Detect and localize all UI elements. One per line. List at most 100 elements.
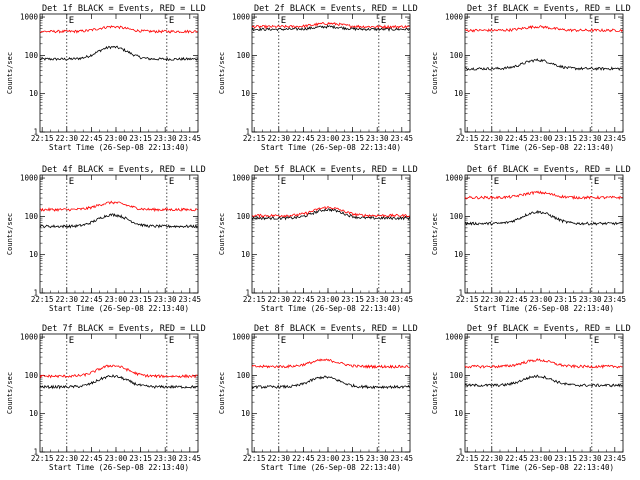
x-axis-label: Start Time (26-Sep-08 22:13:40) <box>474 304 614 313</box>
series-lld-line <box>464 190 623 200</box>
series-lld-line <box>39 25 198 34</box>
plot-frame <box>251 13 411 133</box>
x-tick-label: 22:30 <box>55 454 78 463</box>
x-tick-label: 22:15 <box>31 295 54 304</box>
x-tick-label: 23:45 <box>179 295 202 304</box>
event-marker-label: E <box>69 336 74 346</box>
y-tick-label: 1 <box>458 128 463 137</box>
x-tick-label: 22:30 <box>480 134 503 143</box>
event-marker-label: E <box>494 16 499 26</box>
y-axis-label: Counts/sec <box>6 213 14 255</box>
x-tick-label: 23:30 <box>579 454 602 463</box>
y-tick-label: 1000 <box>232 333 251 342</box>
x-axis-label: Start Time (26-Sep-08 22:13:40) <box>261 304 401 313</box>
y-axis-label: Counts/sec <box>218 372 226 414</box>
detector-panel-8: Det 8f BLACK = Events, RED = LLD 1 10 100 10… <box>218 324 418 472</box>
detector-panel-1: Det 1f BLACK = Events, RED = LLD 1 10 100 10… <box>6 4 206 152</box>
y-tick-label: 1 <box>33 289 38 298</box>
panel-title: Det 5f BLACK = Events, RED = LLD <box>254 165 418 175</box>
series-lld-line <box>39 364 198 379</box>
series-lld-line <box>251 21 410 30</box>
detector-panel-7: Det 7f BLACK = Events, RED = LLD 1 10 100 10… <box>6 324 206 472</box>
x-tick-label: 23:45 <box>604 454 627 463</box>
x-axis-label: Start Time (26-Sep-08 22:13:40) <box>261 143 401 152</box>
x-tick-label: 23:30 <box>154 295 177 304</box>
series-lld-line <box>464 358 623 369</box>
event-marker-label: E <box>169 16 174 26</box>
x-axis-label: Start Time (26-Sep-08 22:13:40) <box>49 463 189 472</box>
x-tick-label: 22:30 <box>55 295 78 304</box>
x-tick-label: 23:00 <box>530 134 553 143</box>
y-tick-label: 100 <box>449 371 463 380</box>
series-lld-line <box>251 206 410 219</box>
x-tick-label: 22:45 <box>80 454 103 463</box>
detector-panel-3: Det 3f BLACK = Events, RED = LLD 1 10 100 10… <box>431 4 631 152</box>
y-tick-label: 1000 <box>232 13 251 22</box>
x-tick-label: 23:00 <box>105 295 128 304</box>
y-tick-label: 100 <box>449 212 463 221</box>
y-tick-label: 100 <box>236 51 250 60</box>
event-marker-label: E <box>494 177 499 187</box>
series-lld-line <box>251 358 410 369</box>
x-tick-label: 23:15 <box>341 454 364 463</box>
plot-frame <box>464 13 624 133</box>
event-marker-label: E <box>381 177 386 187</box>
x-tick-label: 22:15 <box>456 295 479 304</box>
x-tick-label: 23:30 <box>366 295 389 304</box>
x-tick-label: 22:45 <box>505 454 528 463</box>
x-tick-label: 23:45 <box>604 134 627 143</box>
y-tick-label: 1000 <box>20 333 39 342</box>
event-marker-label: E <box>494 336 499 346</box>
x-tick-label: 23:45 <box>179 454 202 463</box>
x-tick-label: 23:15 <box>129 295 152 304</box>
event-marker-label: E <box>69 177 74 187</box>
x-tick-label: 23:15 <box>129 454 152 463</box>
y-tick-label: 10 <box>454 409 464 418</box>
x-tick-label: 23:00 <box>105 134 128 143</box>
series-events-line <box>39 374 198 390</box>
x-axis-label: Start Time (26-Sep-08 22:13:40) <box>49 143 189 152</box>
x-tick-label: 22:45 <box>505 295 528 304</box>
y-tick-label: 10 <box>29 409 39 418</box>
event-marker-label: E <box>381 16 386 26</box>
detector-panel-2: Det 2f BLACK = Events, RED = LLD 1 10 100 10… <box>218 4 418 152</box>
event-marker-label: E <box>69 16 74 26</box>
y-tick-label: 1 <box>245 289 250 298</box>
y-tick-label: 10 <box>241 89 251 98</box>
x-tick-label: 23:45 <box>391 295 414 304</box>
x-tick-label: 22:45 <box>292 295 315 304</box>
x-tick-label: 23:15 <box>341 134 364 143</box>
event-marker-label: E <box>594 177 599 187</box>
y-tick-label: 1000 <box>20 13 39 22</box>
panel-title: Det 7f BLACK = Events, RED = LLD <box>42 324 206 334</box>
y-tick-label: 1 <box>33 128 38 137</box>
x-tick-label: 23:00 <box>317 295 340 304</box>
plot-frame <box>39 13 199 133</box>
y-axis-label: Counts/sec <box>6 52 14 94</box>
y-tick-label: 100 <box>236 371 250 380</box>
x-tick-label: 22:15 <box>456 134 479 143</box>
y-axis-label: Counts/sec <box>218 52 226 94</box>
event-marker-label: E <box>281 16 286 26</box>
y-tick-label: 1 <box>458 289 463 298</box>
x-tick-label: 23:00 <box>105 454 128 463</box>
plot-frame <box>251 174 411 294</box>
y-tick-label: 10 <box>29 89 39 98</box>
y-tick-label: 100 <box>24 212 38 221</box>
x-tick-label: 22:45 <box>80 134 103 143</box>
x-tick-label: 22:30 <box>480 454 503 463</box>
x-tick-label: 22:30 <box>267 295 290 304</box>
x-tick-label: 23:30 <box>366 454 389 463</box>
panel-title: Det 4f BLACK = Events, RED = LLD <box>42 165 206 175</box>
y-tick-label: 1 <box>245 128 250 137</box>
x-tick-label: 23:45 <box>604 295 627 304</box>
x-axis-label: Start Time (26-Sep-08 22:13:40) <box>261 463 401 472</box>
series-events-line <box>251 24 410 32</box>
y-tick-label: 1000 <box>20 174 39 183</box>
x-tick-label: 23:15 <box>129 134 152 143</box>
x-tick-label: 23:30 <box>579 134 602 143</box>
x-tick-label: 22:45 <box>80 295 103 304</box>
y-axis-label: Counts/sec <box>431 213 439 255</box>
y-tick-label: 100 <box>449 51 463 60</box>
plot-frame <box>251 333 411 453</box>
